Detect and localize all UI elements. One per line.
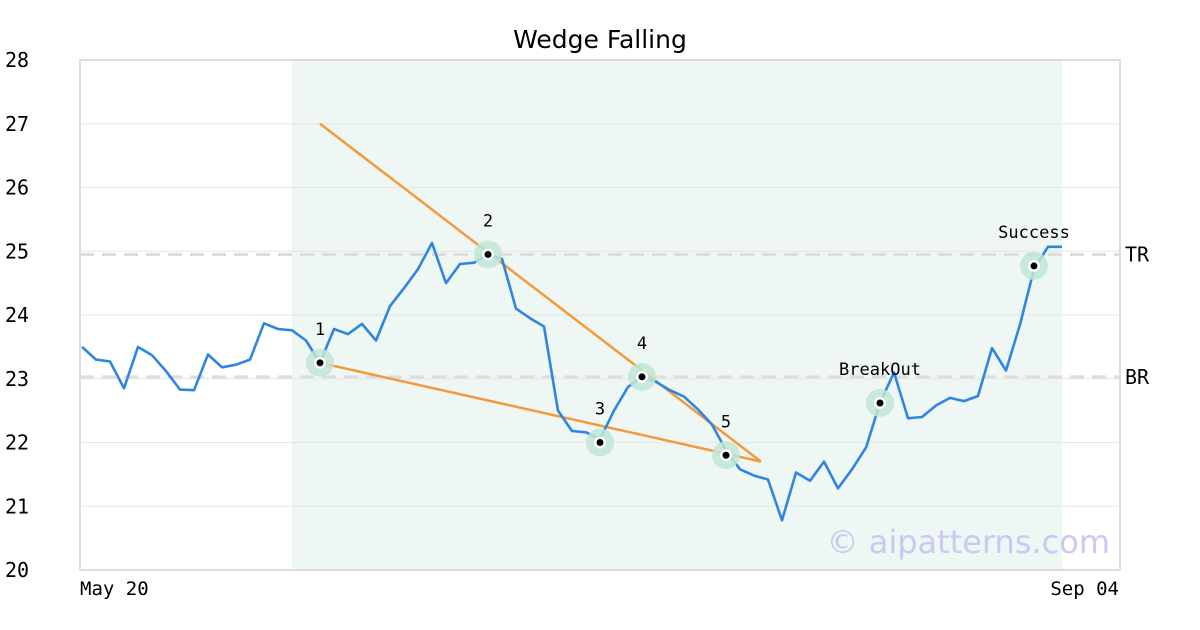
y-tick-26: 26 (5, 176, 29, 200)
x-tick-start: May 20 (80, 578, 149, 600)
point-label-5: 5 (721, 412, 731, 432)
pattern-points: 1 2 3 4 5 BreakOut Success (306, 211, 1070, 470)
y-tick-23: 23 (5, 367, 29, 391)
trendlines (319, 122, 762, 463)
watermark: © aipatterns.com (827, 523, 1110, 561)
y-tick-20: 20 (5, 558, 29, 582)
point-dot-3 (596, 439, 604, 446)
y-tick-28: 28 (5, 48, 29, 72)
point-dot-2 (484, 250, 492, 258)
point-label-1: 1 (315, 320, 325, 340)
level-label-tr: TR (1125, 242, 1150, 266)
level-label-br: BR (1125, 365, 1150, 389)
y-tick-27: 27 (5, 112, 29, 136)
y-tick-24: 24 (5, 303, 29, 327)
point-dot-1 (316, 359, 324, 367)
trendline-1 (319, 122, 762, 463)
y-tick-22: 22 (5, 431, 29, 455)
price-line (81, 241, 1062, 522)
trendline-2 (319, 361, 762, 463)
x-tick-end: Sep 04 (1050, 578, 1119, 600)
point-dot-5 (722, 451, 730, 459)
plot-frame (79, 59, 1121, 571)
point-dot-breakout (876, 399, 884, 407)
y-tick-21: 21 (5, 494, 29, 518)
point-label-4: 4 (637, 334, 647, 354)
y-tick-25: 25 (5, 239, 29, 263)
chart-title: Wedge Falling (513, 25, 687, 54)
point-dot-success (1030, 262, 1038, 270)
point-label-breakout: BreakOut (839, 360, 921, 380)
point-dot-4 (638, 373, 646, 381)
price-series (81, 241, 1062, 522)
point-label-3: 3 (595, 400, 605, 420)
level-lines: TR BR (80, 242, 1150, 389)
point-label-2: 2 (483, 211, 493, 231)
point-label-success: Success (998, 223, 1070, 243)
